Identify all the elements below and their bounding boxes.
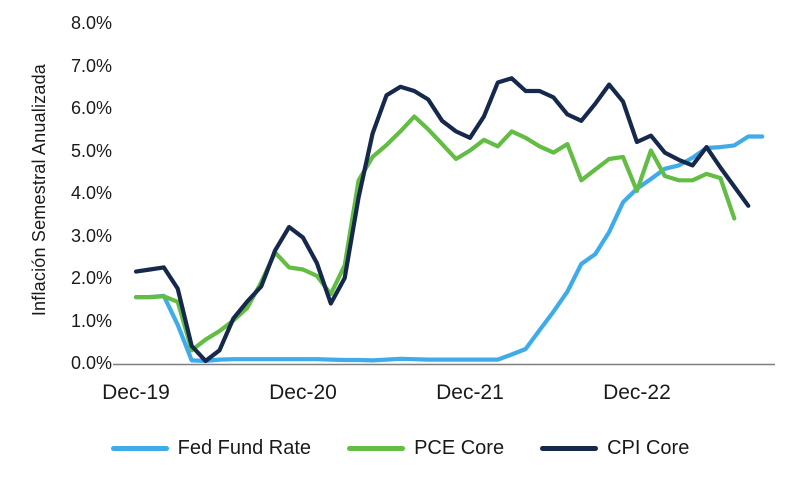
legend-item-fed-fund-rate: Fed Fund Rate [110, 436, 312, 460]
legend-label-fed-fund-rate: Fed Fund Rate [177, 436, 312, 459]
legend-swatch-fed-fund-rate [110, 445, 169, 451]
legend-label-cpi-core: CPI Core [607, 436, 690, 459]
series-line-fed-fund-rate [133, 134, 765, 363]
legend: Fed Fund Rate PCE Core CPI Core [0, 431, 800, 465]
legend-label-pce-core: PCE Core [414, 436, 505, 459]
series-line-cpi-core [133, 76, 751, 363]
legend-item-cpi-core: CPI Core [540, 437, 689, 460]
legend-item-pce-core: PCE Core [347, 437, 504, 460]
series-line-pce-core [133, 114, 737, 353]
legend-swatch-pce-core [347, 445, 406, 451]
legend-swatch-cpi-core [540, 445, 599, 451]
